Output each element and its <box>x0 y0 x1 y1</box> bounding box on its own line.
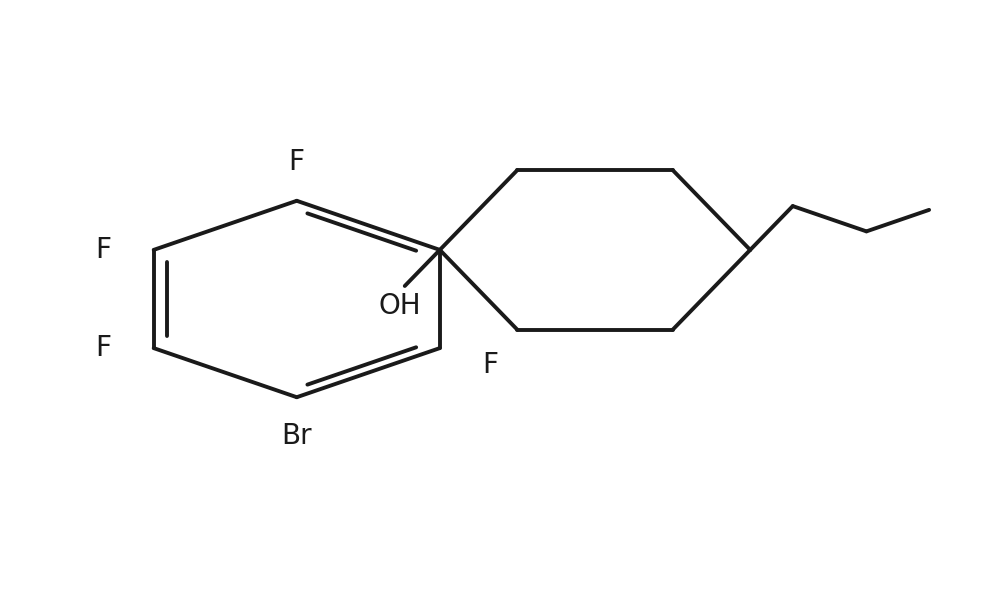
Text: F: F <box>481 351 497 379</box>
Text: Br: Br <box>281 422 312 450</box>
Text: OH: OH <box>378 292 420 320</box>
Text: F: F <box>95 236 111 264</box>
Text: F: F <box>289 148 305 176</box>
Text: F: F <box>95 334 111 362</box>
